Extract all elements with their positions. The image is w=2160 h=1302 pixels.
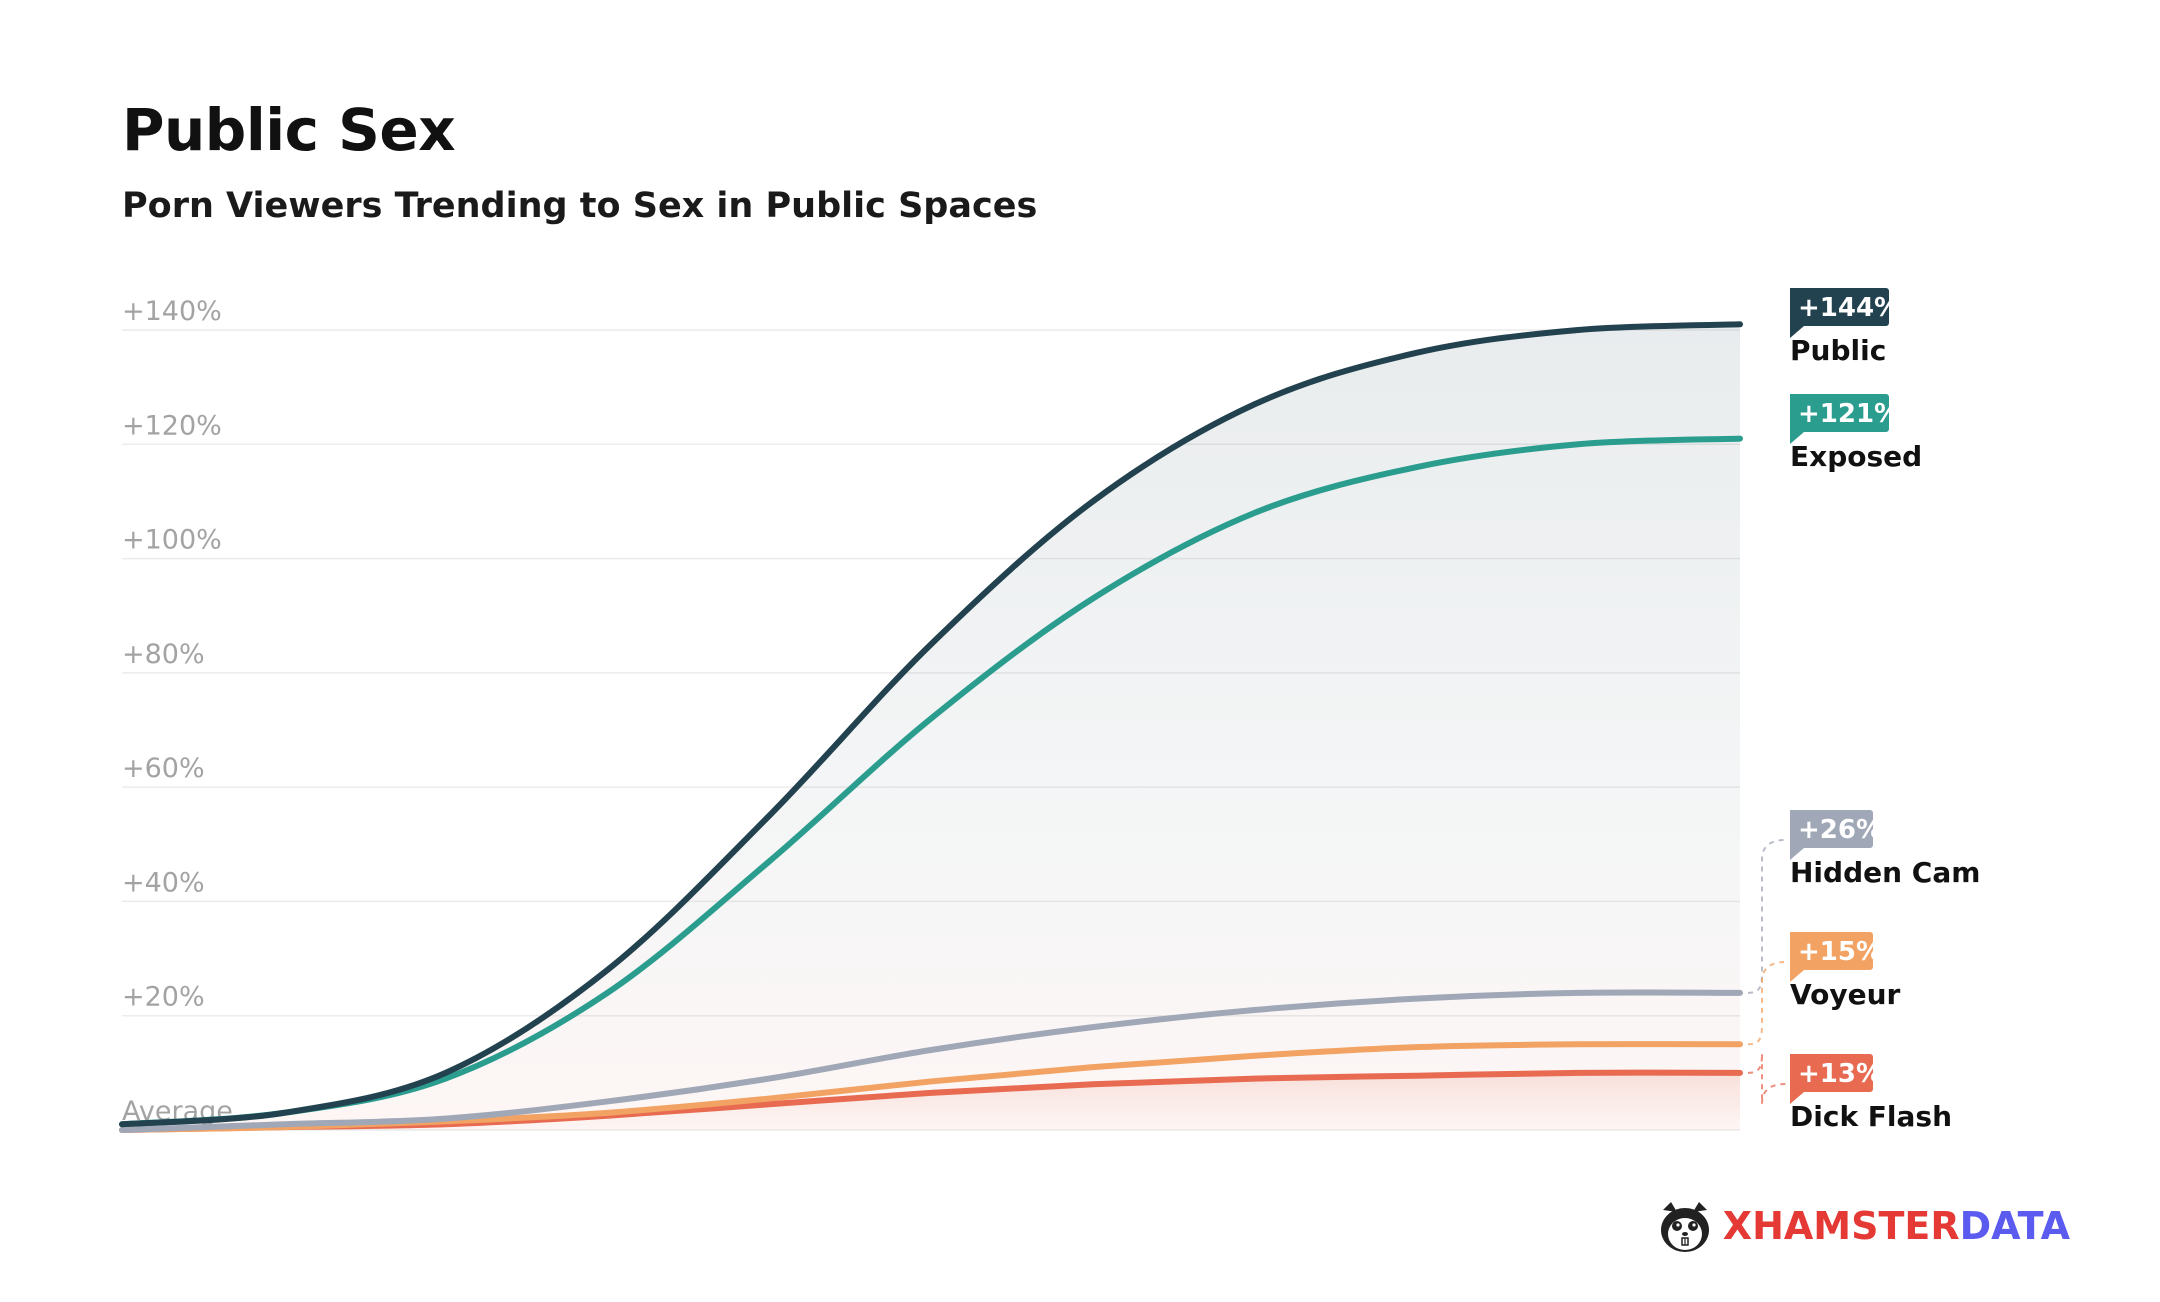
y-tick-label: +140% — [122, 296, 222, 327]
series-line-exposed — [119, 435, 1743, 1128]
y-tick-label: +120% — [122, 410, 222, 441]
series-name-label: Hidden Cam — [1790, 856, 1980, 889]
end-labels: +144% Public +121% Exposed +26% Hidden Cam +15… — [1747, 288, 1980, 1133]
brand-hamster: HAMSTER — [1752, 1204, 1960, 1248]
area-fill — [122, 324, 1740, 1130]
value-badge-text: +15% — [1798, 937, 1882, 967]
brand-data: DATA — [1959, 1204, 2070, 1248]
series-lines — [119, 321, 1743, 1133]
value-badge — [1790, 932, 1873, 982]
y-tick-label: +20% — [122, 982, 205, 1013]
y-tick-label: +40% — [122, 867, 205, 898]
label-connector — [1747, 961, 1787, 1046]
brand-logo: XHAMSTERDATA — [1655, 1196, 2070, 1256]
value-badge-text: +26% — [1798, 815, 1882, 845]
y-tick-label: +80% — [122, 639, 205, 670]
hamster-logo-icon — [1660, 1202, 1709, 1252]
value-badge-text: +144% — [1798, 293, 1900, 323]
series-name-label: Dick Flash — [1790, 1100, 1952, 1133]
value-badge-text: +13% — [1798, 1059, 1882, 1089]
y-tick-label: +60% — [122, 753, 205, 784]
value-badge-text: +121% — [1798, 399, 1900, 429]
chart-title: Public Sex — [122, 96, 456, 164]
chart-subtitle: Porn Viewers Trending to Sex in Public S… — [122, 186, 1038, 226]
series-name-label: Public — [1790, 334, 1886, 367]
series-name-label: Exposed — [1790, 440, 1922, 473]
label-connector — [1747, 1052, 1787, 1105]
value-badge — [1790, 394, 1889, 444]
label-connector — [1747, 839, 1787, 994]
brand-x: X — [1722, 1204, 1753, 1248]
series-line-public — [119, 321, 1743, 1128]
series-line-hidden-cam — [119, 989, 1743, 1133]
brand-wordmark: XHAMSTERDATA — [1723, 1204, 2070, 1248]
area-fill-upper — [122, 324, 1740, 1130]
area-fill-lower — [122, 1072, 1740, 1130]
y-tick-label: +100% — [122, 525, 222, 556]
value-badge — [1790, 810, 1873, 860]
value-badge — [1790, 1054, 1873, 1104]
series-name-label: Voyeur — [1790, 978, 1901, 1011]
value-badge — [1790, 288, 1889, 338]
